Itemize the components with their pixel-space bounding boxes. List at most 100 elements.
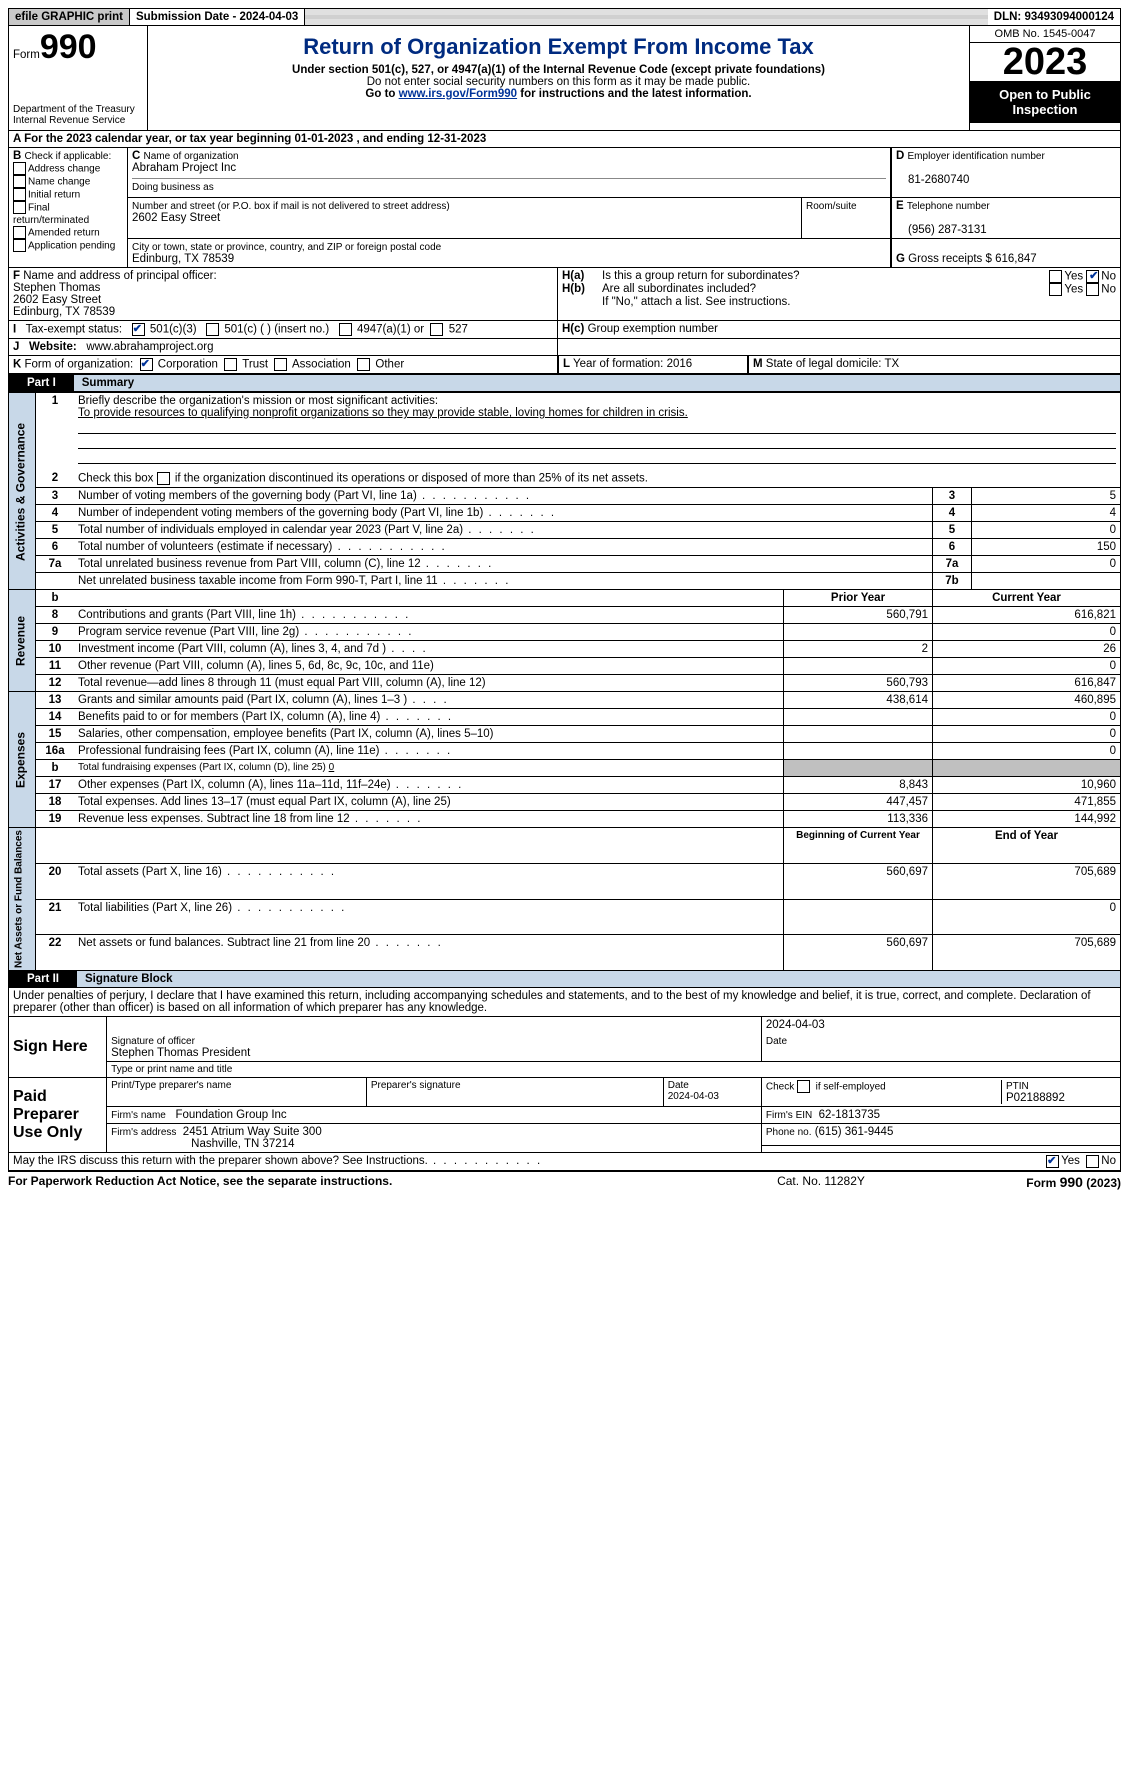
year-form-value: 2016 bbox=[667, 358, 693, 370]
checkbox-discuss-no[interactable] bbox=[1086, 1155, 1099, 1168]
letter-g: G bbox=[896, 253, 905, 265]
website-label: Website: bbox=[29, 341, 77, 353]
period-mid: , and ending bbox=[353, 133, 427, 145]
checkbox-self-employed[interactable] bbox=[797, 1080, 810, 1093]
checkbox-501c[interactable] bbox=[206, 323, 219, 336]
line1-label: Briefly describe the organization's miss… bbox=[78, 395, 438, 407]
prep-name-label: Print/Type preparer's name bbox=[107, 1078, 367, 1107]
gov-row-3: 3Number of voting members of the governi… bbox=[9, 488, 1121, 505]
checkbox-trust[interactable] bbox=[224, 358, 237, 371]
checkbox-hb-no[interactable] bbox=[1086, 283, 1099, 296]
period-begin: 01-01-2023 bbox=[294, 133, 353, 145]
prep-date-lbl: Date bbox=[668, 1080, 689, 1091]
checkbox-assoc[interactable] bbox=[274, 358, 287, 371]
org-name: Abraham Project Inc bbox=[132, 162, 236, 174]
summary-table: Activities & Governance 1 Briefly descri… bbox=[8, 392, 1121, 971]
ptin-label: PTIN bbox=[1006, 1081, 1029, 1092]
irs-link[interactable]: www.irs.gov/Form990 bbox=[399, 88, 517, 100]
letter-m: M bbox=[753, 358, 763, 370]
opt-527: 527 bbox=[449, 324, 468, 336]
letter-j: J bbox=[13, 341, 19, 353]
sig-date: 2024-04-03 bbox=[761, 1017, 1120, 1034]
info-grid-top: B Check if applicable: Address change Na… bbox=[8, 148, 1121, 268]
letter-b: B bbox=[13, 150, 21, 162]
hb-note: If "No," attach a list. See instructions… bbox=[562, 296, 1116, 308]
checkbox-4947[interactable] bbox=[339, 323, 352, 336]
checkbox-ha-yes[interactable] bbox=[1049, 270, 1062, 283]
letter-a: A bbox=[13, 133, 21, 145]
checkbox-app-pending[interactable] bbox=[13, 239, 26, 252]
checkbox-amended[interactable] bbox=[13, 226, 26, 239]
ha-no: No bbox=[1101, 271, 1116, 283]
form-title: Return of Organization Exempt From Incom… bbox=[152, 30, 965, 64]
part2-title: Signature Block bbox=[77, 971, 1120, 987]
form-header: Form990 Department of the Treasury Inter… bbox=[8, 26, 1121, 131]
domicile-value: TX bbox=[885, 358, 900, 370]
opt-4947: 4947(a)(1) or bbox=[357, 324, 424, 336]
checkbox-other[interactable] bbox=[357, 358, 370, 371]
goto-pre: Go to bbox=[365, 88, 398, 100]
efile-print-button[interactable]: efile GRAPHIC print bbox=[9, 9, 130, 25]
top-bar: efile GRAPHIC print Submission Date - 20… bbox=[8, 8, 1121, 26]
checkbox-527[interactable] bbox=[430, 323, 443, 336]
gov-side-label: Activities & Governance bbox=[9, 393, 36, 590]
checkbox-address-change[interactable] bbox=[13, 162, 26, 175]
letter-hc: H(c) bbox=[562, 323, 584, 335]
gov-row-7b: Net unrelated business taxable income fr… bbox=[9, 573, 1121, 590]
firm-ein-label: Firm's EIN bbox=[766, 1110, 812, 1121]
street-value: 2602 Easy Street bbox=[132, 212, 220, 224]
row-f-h: F Name and address of principal officer:… bbox=[8, 268, 1121, 321]
checkbox-name-change[interactable] bbox=[13, 175, 26, 188]
end-year-hdr: End of Year bbox=[933, 828, 1121, 864]
checkbox-ha-no[interactable] bbox=[1086, 270, 1099, 283]
letter-d: D bbox=[896, 150, 904, 162]
firm-name-label: Firm's name bbox=[111, 1110, 166, 1121]
hc-label: Group exemption number bbox=[588, 323, 718, 335]
opt-assoc: Association bbox=[292, 359, 351, 371]
firm-addr-label: Firm's address bbox=[111, 1127, 176, 1138]
checkbox-hb-yes[interactable] bbox=[1049, 283, 1062, 296]
row-klm: K Form of organization: Corporation Trus… bbox=[8, 356, 1121, 374]
form-org-label: Form of organization: bbox=[25, 359, 134, 371]
domicile-label: State of legal domicile: bbox=[766, 358, 882, 370]
hb-label: Are all subordinates included? bbox=[602, 283, 996, 296]
dept-treasury: Department of the Treasury Internal Reve… bbox=[13, 104, 143, 126]
checkbox-final-return[interactable] bbox=[13, 201, 26, 214]
cb-label-address: Address change bbox=[28, 164, 100, 175]
exp-row-17: 17Other expenses (Part IX, column (A), l… bbox=[9, 777, 1121, 794]
prep-date: 2024-04-03 bbox=[668, 1091, 719, 1102]
form-word: Form bbox=[13, 49, 40, 61]
firm-phone: (615) 361-9445 bbox=[815, 1126, 894, 1138]
discuss-label: May the IRS discuss this return with the… bbox=[13, 1155, 1046, 1168]
gross-label: Gross receipts $ bbox=[908, 253, 992, 265]
open-public-inspection: Open to Public Inspection bbox=[970, 81, 1120, 123]
rev-row-9: 9Program service revenue (Part VIII, lin… bbox=[9, 624, 1121, 641]
line1-value: To provide resources to qualifying nonpr… bbox=[78, 407, 688, 419]
checkbox-initial-return[interactable] bbox=[13, 188, 26, 201]
sig-officer-label: Signature of officer bbox=[111, 1036, 195, 1047]
cb-label-name: Name change bbox=[28, 177, 90, 188]
discuss-yes: Yes bbox=[1061, 1155, 1080, 1168]
checkbox-discontinued[interactable] bbox=[157, 472, 170, 485]
officer-label: Name and address of principal officer: bbox=[23, 270, 216, 282]
row-j: J Website: www.abrahamproject.org bbox=[8, 339, 1121, 356]
checkbox-corp[interactable] bbox=[140, 358, 153, 371]
perjury-text: Under penalties of perjury, I declare th… bbox=[8, 988, 1121, 1016]
officer-name: Stephen Thomas bbox=[13, 282, 100, 294]
checkbox-501c3[interactable] bbox=[132, 323, 145, 336]
footer-left: For Paperwork Reduction Act Notice, see … bbox=[8, 1174, 721, 1190]
firm-phone-label: Phone no. bbox=[766, 1127, 812, 1138]
year-form-label: Year of formation: bbox=[573, 358, 663, 370]
firm-addr1: 2451 Atrium Way Suite 300 bbox=[183, 1126, 322, 1138]
city-value: Edinburg, TX 78539 bbox=[132, 253, 234, 265]
website-value: www.abrahamproject.org bbox=[86, 341, 213, 353]
cb-label-initial: Initial return bbox=[28, 190, 80, 201]
period-end: 12-31-2023 bbox=[427, 133, 486, 145]
part1-title: Summary bbox=[74, 375, 1120, 391]
letter-l: L bbox=[563, 358, 570, 370]
sig-date-label: Date bbox=[766, 1036, 787, 1047]
line16b-val: 0 bbox=[329, 762, 335, 773]
officer-city: Edinburg, TX 78539 bbox=[13, 306, 115, 318]
checkbox-discuss-yes[interactable] bbox=[1046, 1155, 1059, 1168]
line2-text: Check this box bbox=[78, 473, 157, 485]
